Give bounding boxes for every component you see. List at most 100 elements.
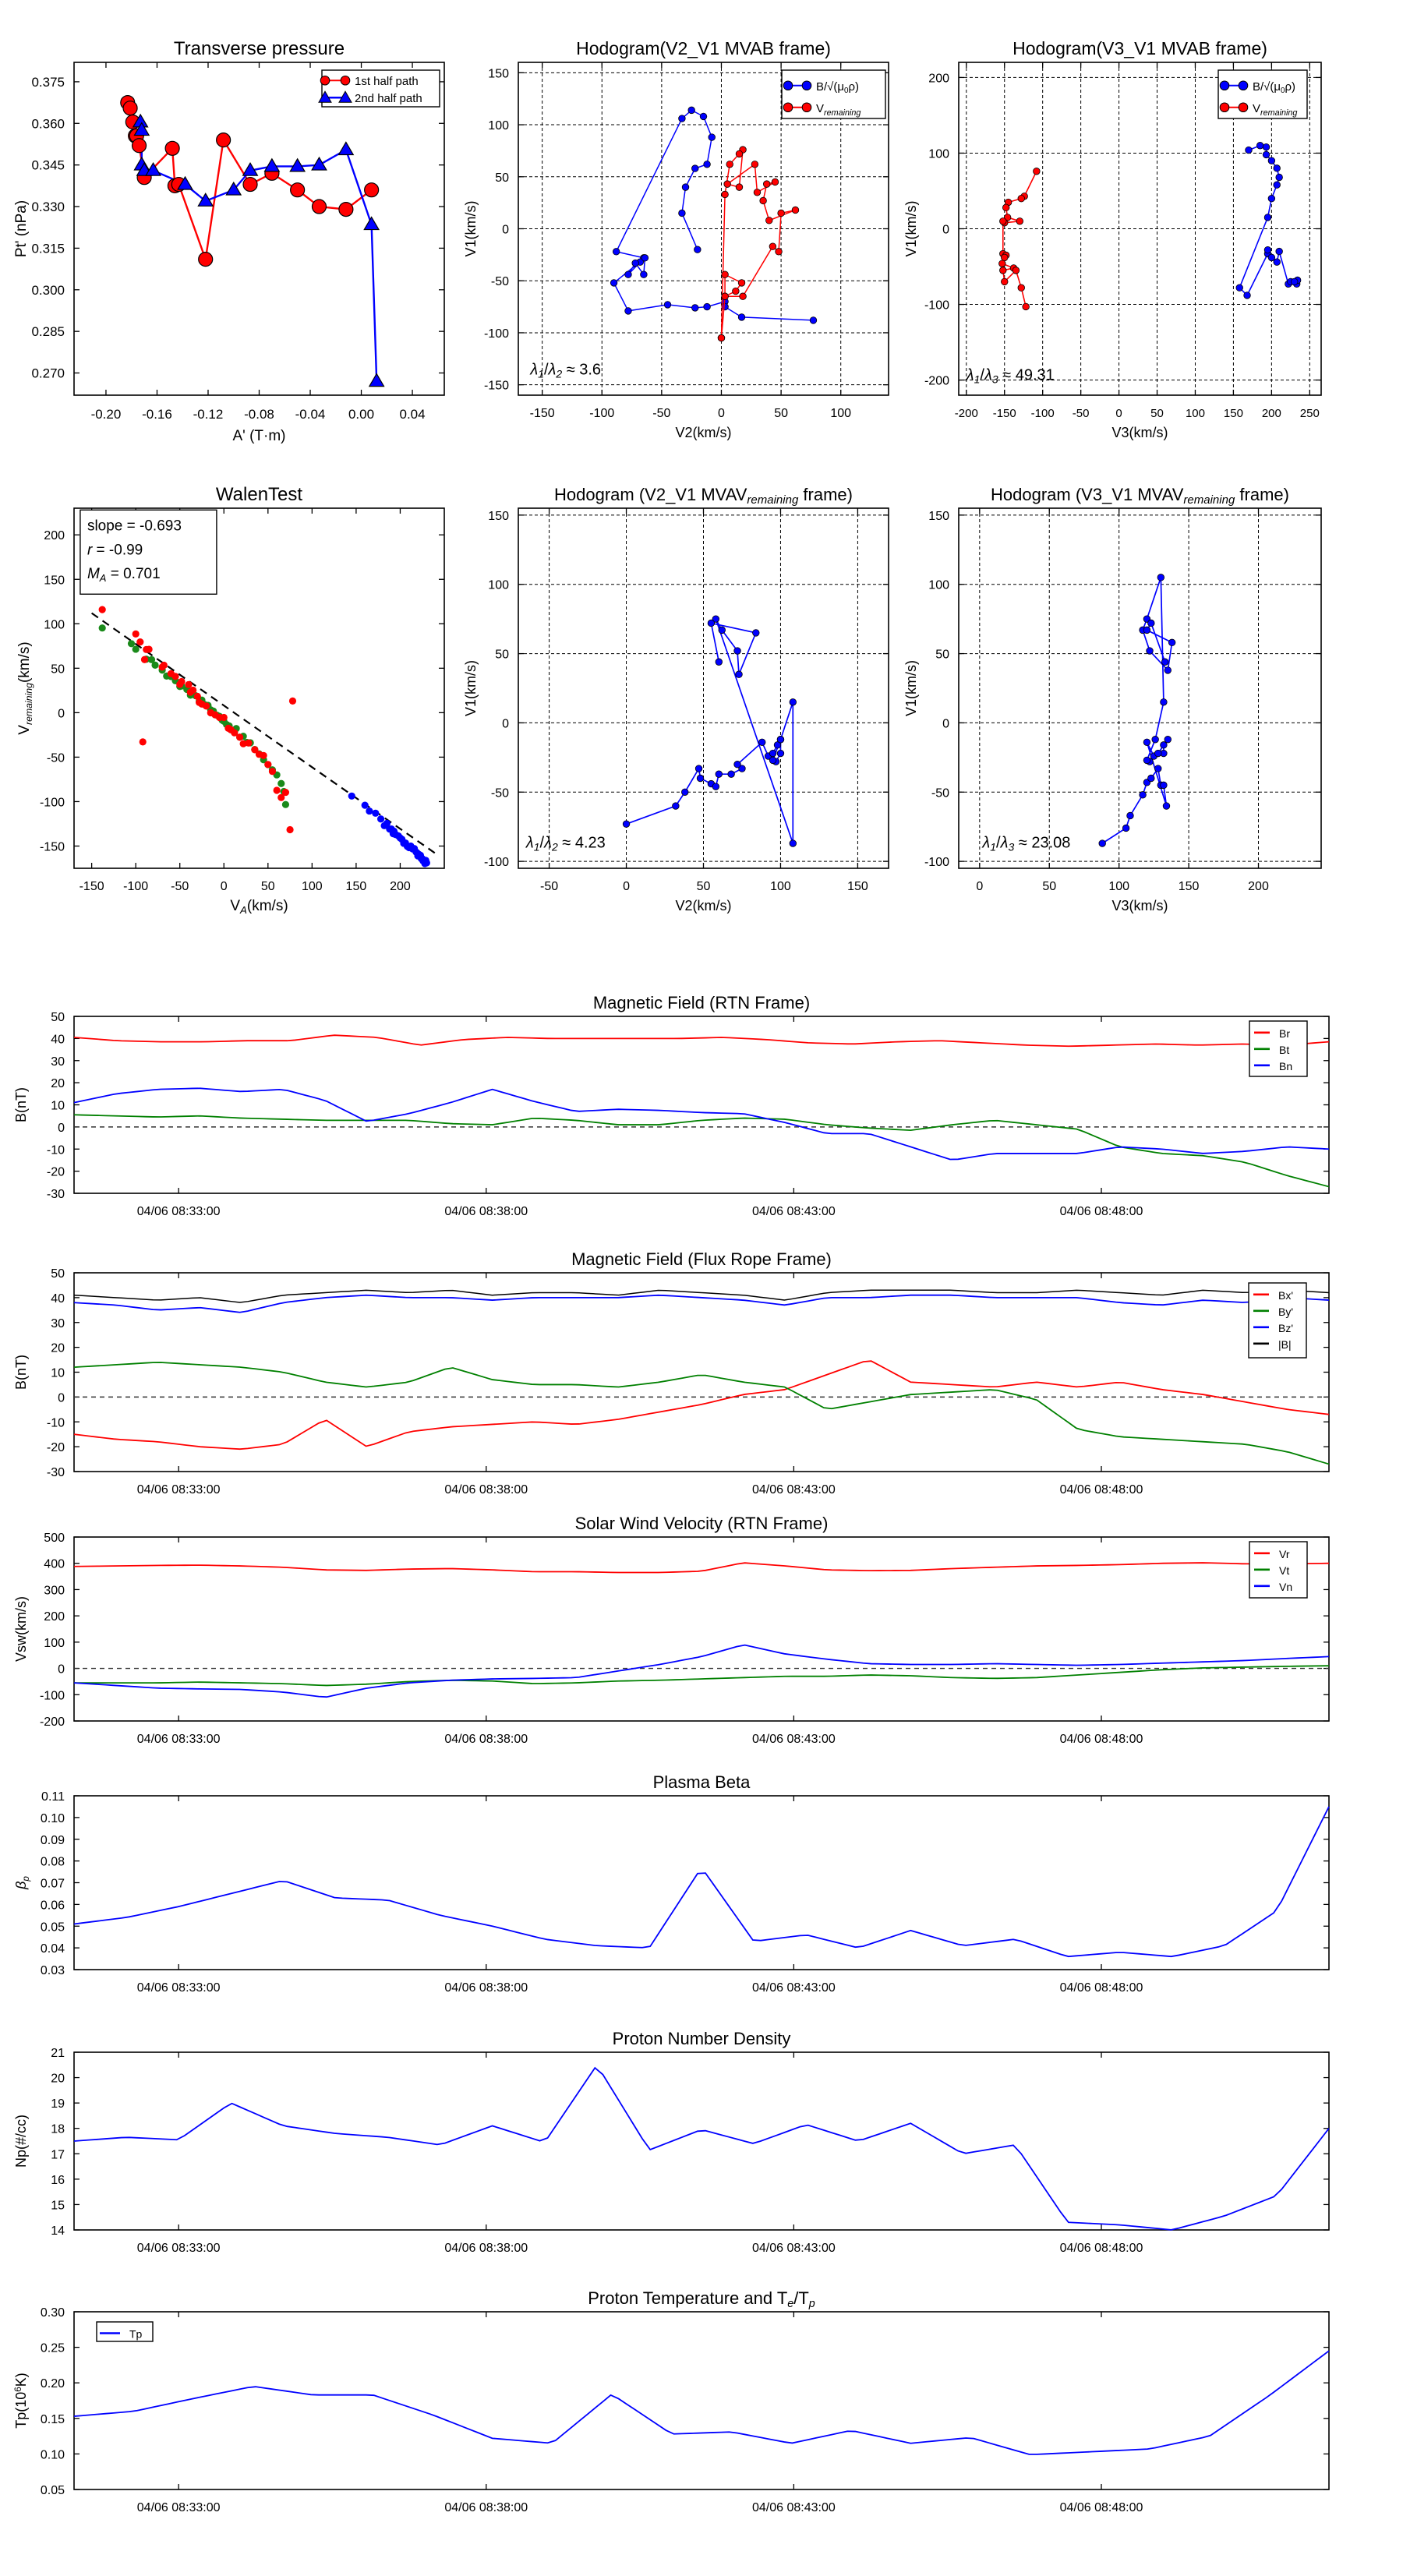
svg-text:04/06 08:33:00: 04/06 08:33:00 (137, 1205, 221, 1218)
svg-text:V1(km/s): V1(km/s) (903, 660, 919, 716)
svg-text:Magnetic Field (RTN Frame): Magnetic Field (RTN Frame) (593, 993, 810, 1012)
svg-text:04/06 08:43:00: 04/06 08:43:00 (752, 1733, 836, 1746)
svg-text:100: 100 (44, 618, 65, 631)
svg-text:04/06 08:38:00: 04/06 08:38:00 (444, 2242, 528, 2255)
svg-text:Tp: Tp (129, 2328, 143, 2341)
svg-text:150: 150 (1179, 880, 1200, 893)
svg-text:-10: -10 (47, 1143, 65, 1157)
svg-text:100: 100 (488, 579, 509, 592)
svg-text:04/06 08:43:00: 04/06 08:43:00 (752, 2242, 836, 2255)
svg-text:40: 40 (51, 1292, 65, 1306)
svg-text:04/06 08:38:00: 04/06 08:38:00 (444, 1205, 528, 1218)
svg-text:-50: -50 (540, 880, 558, 893)
svg-text:WalenTest: WalenTest (216, 484, 302, 505)
svg-text:15: 15 (51, 2199, 65, 2212)
svg-text:Bt: Bt (1279, 1044, 1289, 1056)
svg-text:200: 200 (928, 72, 949, 85)
svg-text:0.285: 0.285 (31, 324, 65, 339)
svg-text:14: 14 (51, 2224, 65, 2238)
svg-text:04/06 08:33:00: 04/06 08:33:00 (137, 1733, 221, 1746)
svg-text:04/06 08:43:00: 04/06 08:43:00 (752, 1483, 836, 1496)
svg-text:Hodogram (V3_V1 MVAVremaining: Hodogram (V3_V1 MVAVremaining frame) (991, 485, 1289, 507)
svg-text:0.330: 0.330 (31, 200, 65, 214)
svg-text:0: 0 (1115, 407, 1122, 420)
svg-text:50: 50 (774, 407, 788, 420)
svg-text:50: 50 (51, 1011, 65, 1024)
svg-text:-100: -100 (589, 407, 614, 420)
svg-text:Br: Br (1279, 1027, 1290, 1040)
svg-text:200: 200 (44, 529, 65, 542)
svg-text:10: 10 (51, 1367, 65, 1380)
svg-text:-100: -100 (40, 796, 65, 809)
svg-text:-20: -20 (47, 1441, 65, 1454)
svg-text:18: 18 (51, 2123, 65, 2136)
svg-text:500: 500 (44, 1532, 65, 1545)
svg-text:-30: -30 (47, 1466, 65, 1479)
svg-text:-50: -50 (931, 786, 949, 800)
svg-text:20: 20 (51, 1077, 65, 1090)
svg-text:Transverse pressure: Transverse pressure (174, 38, 345, 59)
svg-text:0.375: 0.375 (31, 75, 65, 90)
svg-text:Vr: Vr (1279, 1548, 1290, 1560)
svg-text:V2(km/s): V2(km/s) (676, 425, 732, 440)
svg-text:0: 0 (221, 880, 228, 893)
svg-text:04/06 08:33:00: 04/06 08:33:00 (137, 1483, 221, 1496)
svg-text:50: 50 (1042, 880, 1056, 893)
svg-text:400: 400 (44, 1558, 65, 1571)
svg-text:-100: -100 (1031, 407, 1055, 420)
svg-text:-100: -100 (924, 299, 949, 313)
svg-text:Solar Wind Velocity (RTN Frame: Solar Wind Velocity (RTN Frame) (575, 1514, 829, 1533)
svg-text:0.10: 0.10 (41, 1812, 65, 1825)
svg-text:0: 0 (623, 880, 630, 893)
svg-text:-150: -150 (80, 880, 104, 893)
svg-text:Hodogram(V2_V1 MVAB frame): Hodogram(V2_V1 MVAB frame) (576, 38, 831, 58)
svg-text:Magnetic Field (Flux Rope Fram: Magnetic Field (Flux Rope Frame) (571, 1249, 832, 1269)
svg-text:-0.16: -0.16 (142, 407, 172, 422)
svg-text:21: 21 (51, 2047, 65, 2060)
svg-text:-50: -50 (171, 880, 189, 893)
svg-text:-200: -200 (40, 1716, 65, 1729)
svg-text:Bn: Bn (1279, 1060, 1292, 1072)
svg-text:V1(km/s): V1(km/s) (903, 201, 919, 257)
svg-text:1st half path: 1st half path (355, 75, 419, 88)
svg-text:04/06 08:43:00: 04/06 08:43:00 (752, 1205, 836, 1218)
svg-text:04/06 08:48:00: 04/06 08:48:00 (1060, 2501, 1143, 2514)
svg-text:0: 0 (502, 224, 509, 237)
svg-text:250: 250 (1300, 407, 1320, 420)
svg-text:150: 150 (346, 880, 367, 893)
svg-text:50: 50 (697, 880, 711, 893)
svg-text:0.360: 0.360 (31, 116, 65, 131)
svg-text:-30: -30 (47, 1188, 65, 1201)
svg-text:300: 300 (44, 1584, 65, 1597)
svg-text:-50: -50 (1073, 407, 1090, 420)
svg-text:50: 50 (495, 648, 509, 662)
svg-text:150: 150 (847, 880, 868, 893)
svg-text:100: 100 (928, 579, 949, 592)
svg-text:V2(km/s): V2(km/s) (676, 898, 732, 913)
svg-text:-100: -100 (40, 1689, 65, 1702)
svg-text:V3(km/s): V3(km/s) (1112, 425, 1168, 440)
svg-text:-10: -10 (47, 1416, 65, 1429)
svg-text:0.25: 0.25 (41, 2342, 65, 2355)
svg-text:30: 30 (51, 1317, 65, 1330)
svg-text:0.20: 0.20 (41, 2377, 65, 2390)
svg-text:Proton Temperature and Te/Tp: Proton Temperature and Te/Tp (588, 2288, 815, 2310)
svg-text:0.07: 0.07 (41, 1878, 65, 1891)
svg-text:100: 100 (928, 147, 949, 161)
svg-text:0.03: 0.03 (41, 1964, 65, 1977)
svg-text:50: 50 (935, 648, 949, 662)
svg-text:Hodogram(V3_V1 MVAB frame): Hodogram(V3_V1 MVAB frame) (1012, 38, 1267, 58)
svg-text:50: 50 (51, 1267, 65, 1281)
svg-text:150: 150 (44, 574, 65, 587)
svg-text:04/06 08:43:00: 04/06 08:43:00 (752, 2501, 836, 2514)
svg-text:17: 17 (51, 2148, 65, 2161)
svg-text:0.00: 0.00 (348, 407, 374, 422)
svg-text:0.11: 0.11 (41, 1790, 65, 1804)
svg-text:V1(km/s): V1(km/s) (463, 201, 479, 257)
svg-text:-200: -200 (924, 375, 949, 388)
svg-text:0: 0 (58, 1122, 65, 1135)
svg-text:VA(km/s): VA(km/s) (230, 898, 288, 916)
svg-text:Np(#/cc): Np(#/cc) (13, 2115, 29, 2168)
svg-text:-50: -50 (47, 751, 65, 765)
svg-text:04/06 08:33:00: 04/06 08:33:00 (137, 2501, 221, 2514)
